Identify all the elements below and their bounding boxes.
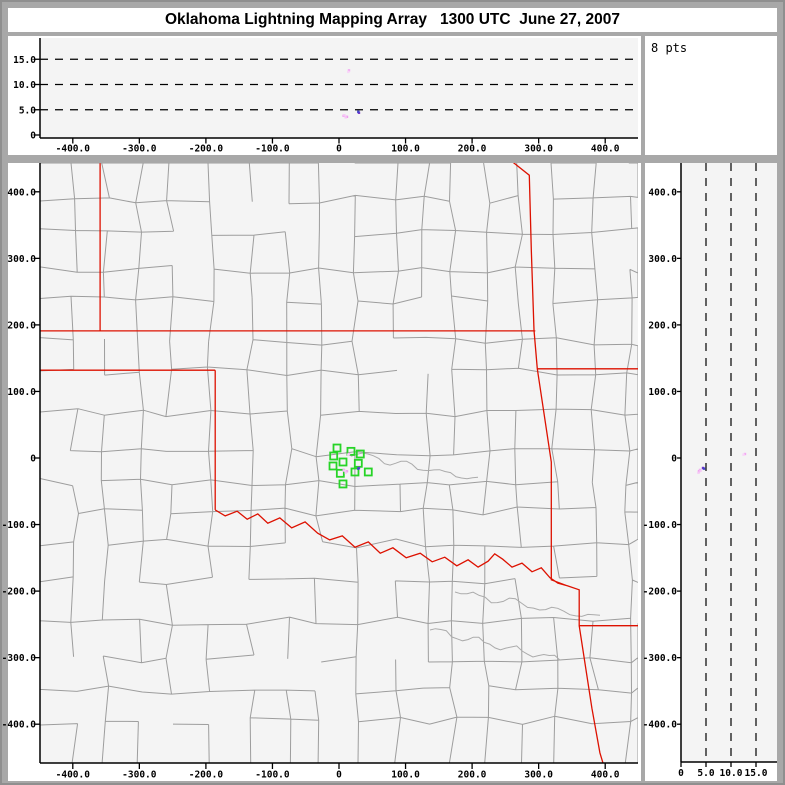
svg-text:400.0: 400.0 <box>7 187 36 198</box>
ew-altitude-plot-bg <box>40 38 638 138</box>
svg-text:-300.0: -300.0 <box>643 653 678 664</box>
svg-text:100.0: 100.0 <box>648 387 677 398</box>
river-lines <box>345 451 601 661</box>
plan-map-plot[interactable]: 400.0 300.0 200.0 100.0 0 -100.0 -200.0 -300.0 -… <box>2 160 645 781</box>
svg-text:-100.0: -100.0 <box>255 770 290 781</box>
svg-text:0: 0 <box>30 131 36 142</box>
lma-station-marker <box>335 468 345 478</box>
lma-station-marker <box>338 479 348 489</box>
lightning-source-dot <box>345 115 349 119</box>
svg-text:300.0: 300.0 <box>524 770 553 781</box>
lma-station-marker <box>363 467 373 477</box>
svg-text:400.0: 400.0 <box>591 770 620 781</box>
lightning-source-dot <box>347 453 350 456</box>
svg-text:400.0: 400.0 <box>648 187 677 198</box>
svg-text:-100.0: -100.0 <box>643 520 678 531</box>
svg-text:100.0: 100.0 <box>7 387 36 398</box>
svg-text:-300.0: -300.0 <box>122 770 157 781</box>
svg-text:0: 0 <box>336 144 342 155</box>
svg-text:300.0: 300.0 <box>648 254 677 265</box>
svg-text:-200.0: -200.0 <box>643 587 678 598</box>
svg-text:0: 0 <box>671 454 677 465</box>
ns-altitude-axes <box>680 163 777 763</box>
svg-text:5.0: 5.0 <box>19 105 36 116</box>
lightning-source-dot <box>344 116 347 119</box>
svg-text:400.0: 400.0 <box>591 144 620 155</box>
lightning-source-dot <box>357 467 360 470</box>
lightning-source-dot <box>697 471 700 474</box>
panel-altitude-histogram[interactable]: 8 pts <box>645 36 777 155</box>
lightning-source-dot <box>742 453 745 456</box>
lma-station-marker <box>329 451 339 461</box>
lma-station-marker <box>350 467 360 477</box>
lightning-source-dot <box>743 452 747 456</box>
lightning-source-dot <box>345 470 349 473</box>
svg-text:100.0: 100.0 <box>391 144 420 155</box>
state-borders <box>40 163 638 763</box>
svg-text:-100.0: -100.0 <box>255 144 290 155</box>
svg-text:-400.0: -400.0 <box>643 720 678 731</box>
svg-text:-200.0: -200.0 <box>2 587 37 598</box>
svg-text:5.0: 5.0 <box>697 768 714 779</box>
lightning-source-dot <box>702 467 706 470</box>
svg-text:300.0: 300.0 <box>524 144 553 155</box>
lightning-source-dot <box>347 69 351 72</box>
svg-text:300.0: 300.0 <box>7 254 36 265</box>
page-title: Oklahoma Lightning Mapping Array 1300 UT… <box>164 11 621 28</box>
svg-text:-200.0: -200.0 <box>189 770 224 781</box>
ns-altitude-plot-bg <box>681 163 777 762</box>
points-count-label: 8 pts <box>651 41 688 55</box>
lma-station-marker <box>328 461 338 471</box>
lightning-source-dot <box>347 70 350 74</box>
svg-text:-400.0: -400.0 <box>56 144 91 155</box>
lightning-source-dot <box>357 110 360 113</box>
county-borders <box>40 163 638 763</box>
svg-text:100.0: 100.0 <box>391 770 420 781</box>
svg-text:200.0: 200.0 <box>458 770 487 781</box>
lightning-source-dot <box>343 469 346 472</box>
svg-text:10.0: 10.0 <box>13 80 36 91</box>
lightning-source-dot <box>699 469 702 472</box>
svg-text:200.0: 200.0 <box>648 320 677 331</box>
svg-text:10.0: 10.0 <box>720 768 743 779</box>
lma-station-marker <box>338 457 348 467</box>
svg-text:200.0: 200.0 <box>7 320 36 331</box>
lma-station-marker <box>332 443 342 453</box>
lightning-source-dot <box>343 114 346 117</box>
svg-text:-300.0: -300.0 <box>122 144 157 155</box>
lightning-source-dot <box>697 470 701 473</box>
svg-text:0: 0 <box>678 768 684 779</box>
svg-text:200.0: 200.0 <box>458 144 487 155</box>
svg-text:-100.0: -100.0 <box>2 520 37 531</box>
lma-station-marker <box>355 449 365 459</box>
svg-text:0: 0 <box>336 770 342 781</box>
svg-text:-400.0: -400.0 <box>56 770 91 781</box>
lma-station-marker <box>346 446 356 456</box>
ns-altitude-plot[interactable]: 400.0 300.0 200.0 100.0 0 -100.0 -200.0 -300.0 -… <box>643 163 777 779</box>
title-bar: Oklahoma Lightning Mapping Array 1300 UT… <box>8 8 777 32</box>
svg-text:-300.0: -300.0 <box>2 653 37 664</box>
svg-text:-400.0: -400.0 <box>2 720 37 731</box>
svg-text:15.0: 15.0 <box>745 768 768 779</box>
lma-stations <box>328 443 373 489</box>
svg-text:15.0: 15.0 <box>13 55 36 66</box>
lightning-source-dot <box>344 471 347 474</box>
svg-text:-200.0: -200.0 <box>189 144 224 155</box>
ew-altitude-plot[interactable]: 0 5.0 10.0 15.0 -400.0 -300.0 -200.0 -100.0 0 100… <box>13 38 638 155</box>
svg-text:0: 0 <box>30 454 36 465</box>
